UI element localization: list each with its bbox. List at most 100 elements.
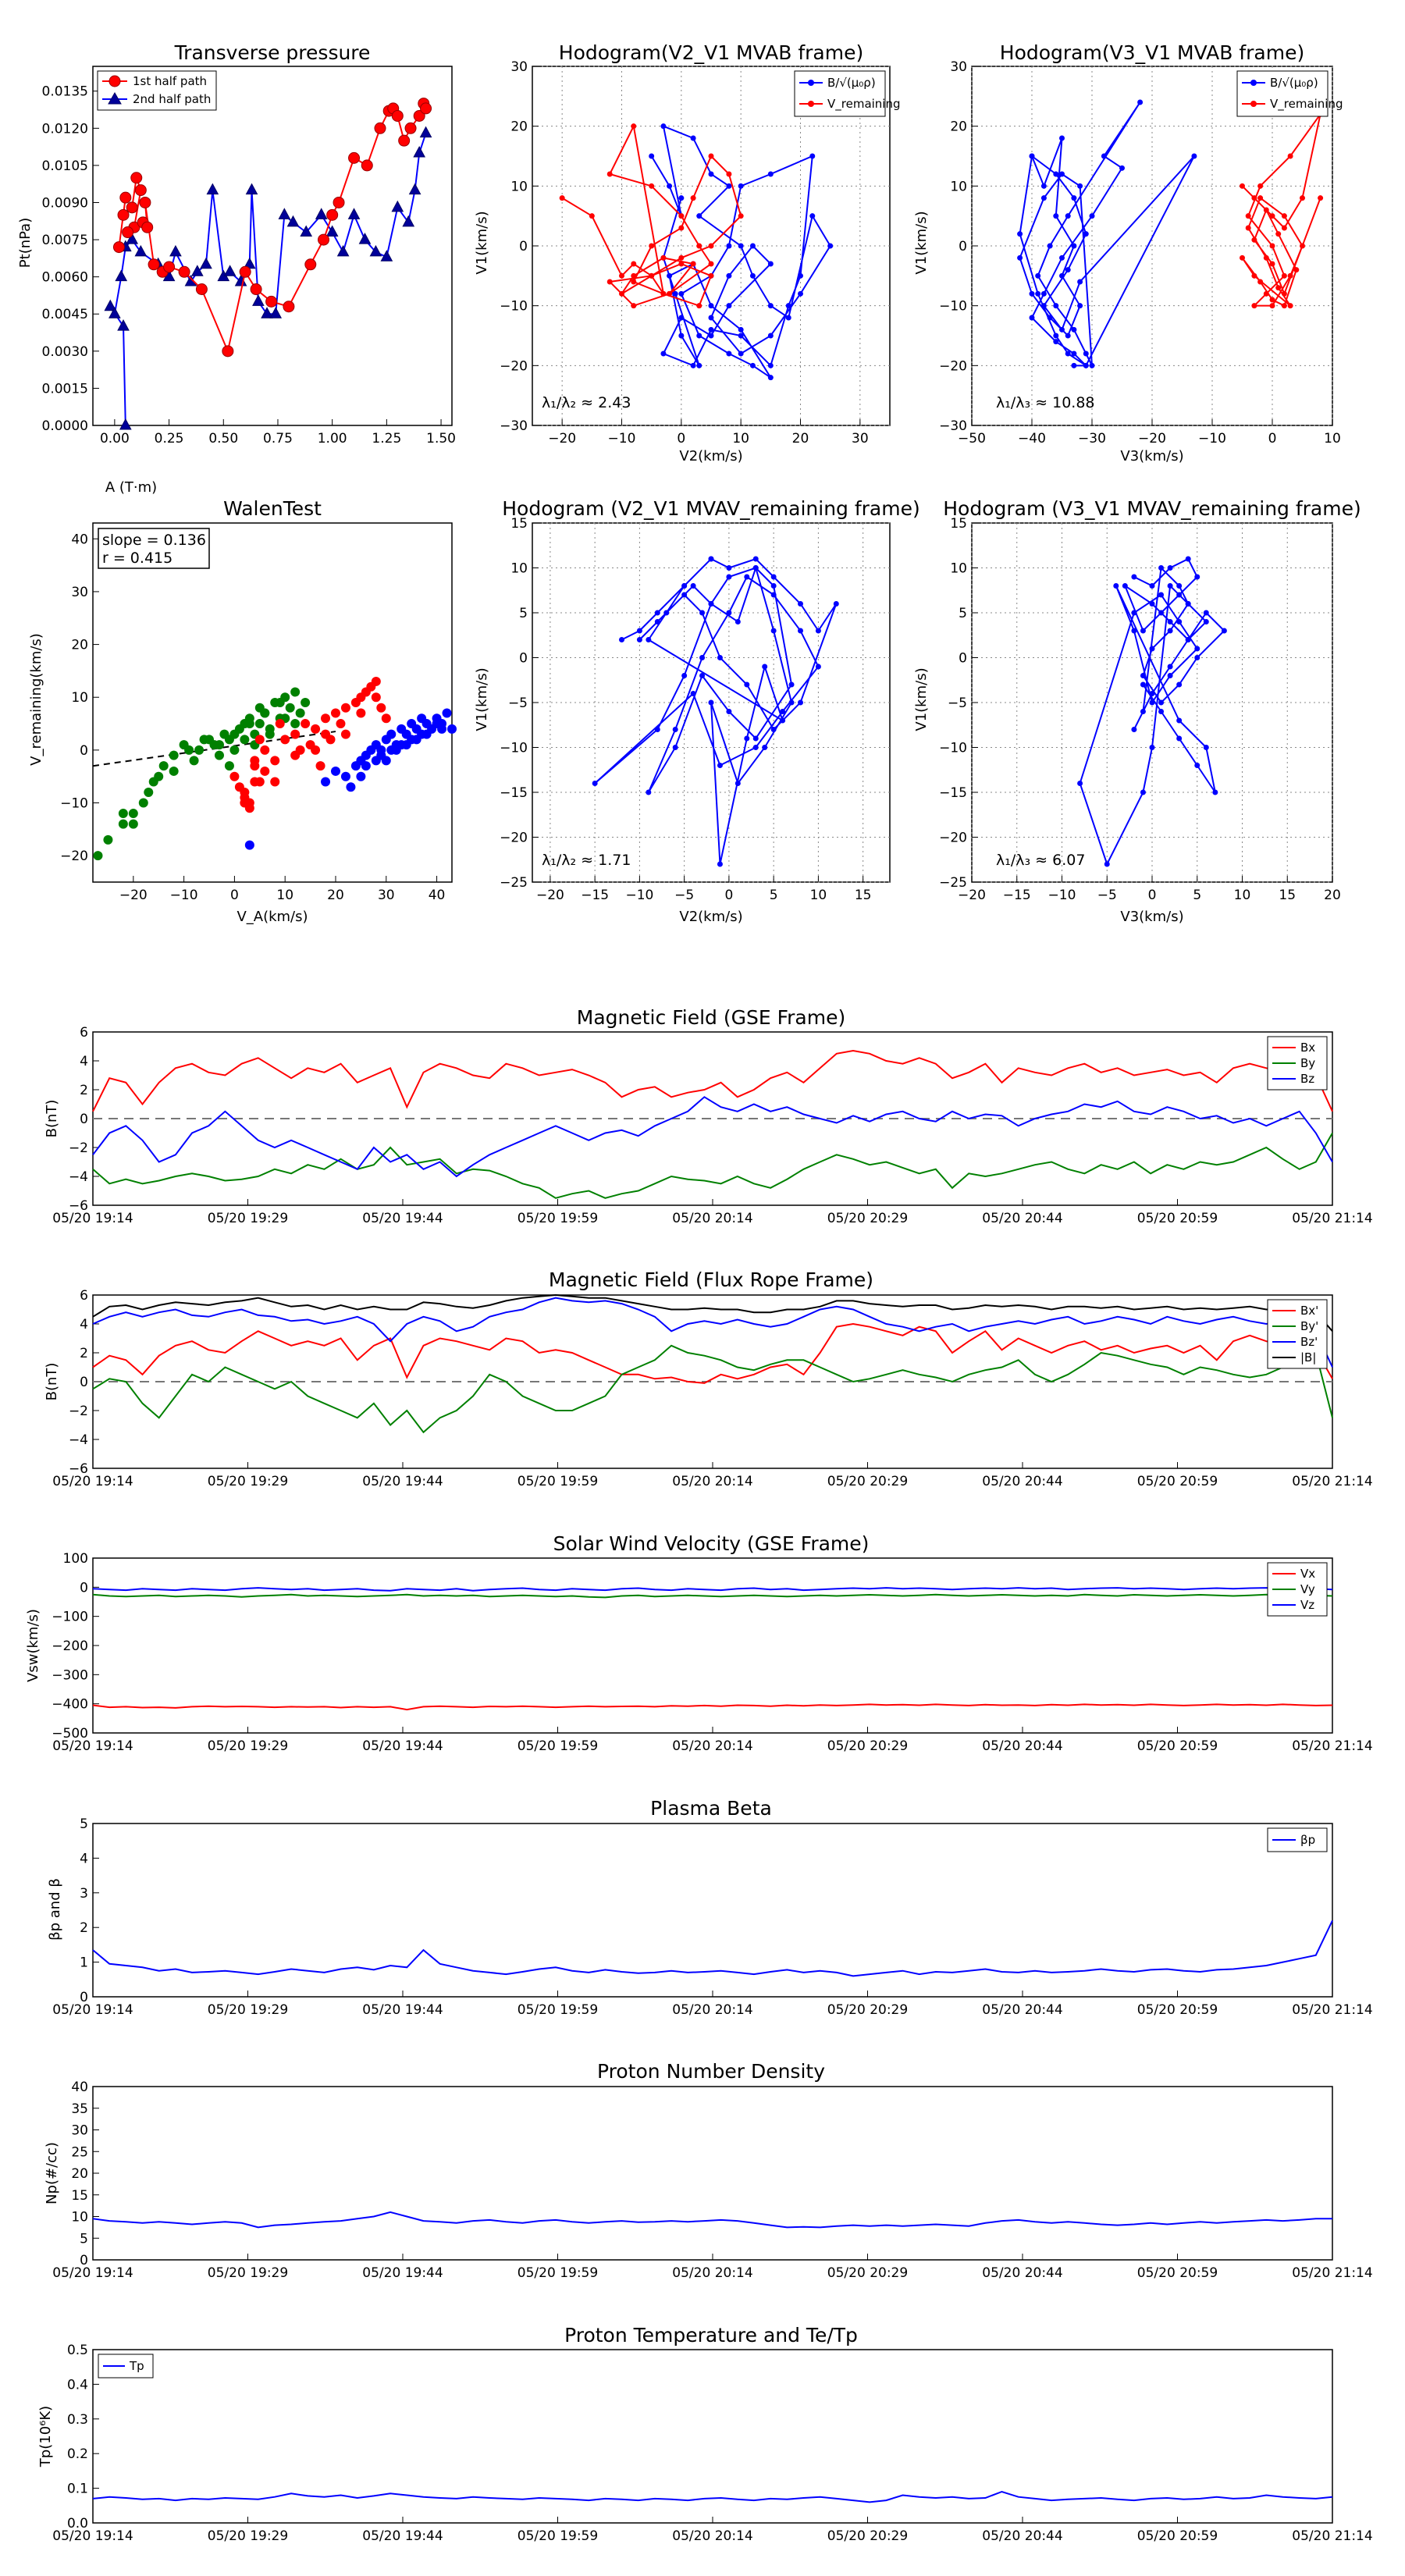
- hodogram-point: [1287, 303, 1293, 309]
- data-point-blue: [442, 708, 452, 718]
- data-marks: [1017, 99, 1324, 368]
- panel-title: Plasma Beta: [650, 1797, 772, 1820]
- x-tick-label: 05/20 19:29: [208, 1738, 288, 1754]
- hodogram-point: [767, 362, 774, 368]
- hodogram-point: [1029, 153, 1035, 159]
- hodogram-point: [738, 350, 744, 357]
- x-tick-label: 05/20 19:44: [362, 2528, 443, 2544]
- y-tick-label: 0: [519, 239, 528, 254]
- data-point-2nd-half: [115, 269, 128, 282]
- hodogram-point: [678, 290, 685, 297]
- hodogram-point: [744, 681, 750, 688]
- x-tick-label: 05/20 19:59: [518, 2002, 598, 2018]
- hodogram-point: [660, 123, 667, 130]
- data-point-blue: [447, 724, 457, 734]
- hodogram-point: [1140, 673, 1146, 678]
- x-tick-label: 1.25: [372, 431, 401, 447]
- data-point-2nd-half: [300, 225, 313, 237]
- y-tick-label: −10: [939, 299, 967, 315]
- x-tick-label: 05/20 19:29: [208, 1474, 288, 1489]
- hodogram-point: [1176, 619, 1183, 624]
- data-point-green: [118, 819, 128, 829]
- hodogram-point: [798, 699, 803, 706]
- x-tick-label: 5: [770, 888, 778, 903]
- hodogram-point: [1269, 303, 1275, 309]
- hodogram-point: [1287, 272, 1293, 279]
- x-tick-label: 5: [1193, 888, 1201, 903]
- x-tick-label: 05/20 19:29: [208, 2002, 288, 2018]
- data-point-2nd-half: [358, 233, 372, 244]
- x-tick-label: 05/20 20:44: [982, 2528, 1062, 2544]
- x-ticks: −20 −10 0 10 20 30: [548, 66, 869, 447]
- data-point-red: [260, 745, 270, 755]
- y-tick-label: −10: [500, 741, 528, 756]
- y-tick-label: 15: [510, 516, 528, 532]
- y-tick-label: 2: [80, 1920, 88, 1936]
- hodogram-point: [1047, 315, 1053, 321]
- x-tick-label: 05/20 21:14: [1292, 1738, 1372, 1754]
- data-point-1st-half: [265, 295, 278, 308]
- x-tick-label: 05/20 20:29: [827, 1738, 908, 1754]
- x-ticks: −20 −10 0 10 20 30 40: [119, 876, 445, 903]
- data-point-1st-half: [374, 122, 386, 134]
- data-point-red: [234, 782, 244, 792]
- x-tick-label: −30: [1078, 431, 1106, 447]
- y-tick-label: −15: [500, 785, 528, 801]
- y-tick-label: 35: [71, 2101, 88, 2117]
- hodogram-point: [1257, 183, 1264, 189]
- data-point-2nd-half: [252, 294, 265, 306]
- hodogram-point: [1047, 243, 1053, 249]
- data-point-2nd-half: [325, 225, 339, 237]
- data-point-red: [250, 756, 260, 766]
- data-point-green: [214, 750, 224, 760]
- data-point-2nd-half: [413, 145, 426, 158]
- data-point-red: [371, 676, 381, 686]
- data-marks: [92, 1920, 1333, 1977]
- hodogram-point: [1167, 583, 1173, 589]
- y-tick-label: 30: [71, 2123, 88, 2139]
- data-point-green: [194, 745, 205, 755]
- panel-proton-temperature: Proton Temperature and Te/Tp Tp(10⁶K) 05…: [37, 2324, 1373, 2544]
- hodogram-point: [1149, 699, 1155, 706]
- y-tick-label: −20: [939, 358, 967, 374]
- hodogram-point: [708, 699, 714, 706]
- x-tick-label: 05/20 21:14: [1292, 1211, 1372, 1226]
- data-point-green: [158, 761, 169, 771]
- hodogram-point: [654, 619, 660, 624]
- hodogram-point: [696, 333, 702, 339]
- hodogram-point: [649, 153, 655, 159]
- y-tick-label: 20: [950, 119, 967, 135]
- data-point-1st-half: [318, 233, 330, 246]
- data-point-green: [285, 703, 295, 713]
- hodogram-point: [1017, 231, 1023, 237]
- hodogram-line: [561, 123, 742, 307]
- data-point-2nd-half: [206, 183, 219, 195]
- hodogram-point: [619, 637, 624, 642]
- hodogram-point: [1071, 195, 1077, 201]
- hodogram-point: [788, 681, 795, 688]
- hodogram-point: [1065, 267, 1071, 273]
- y-tick-label: 0.0000: [42, 418, 88, 434]
- hodogram-point: [767, 261, 774, 267]
- hodogram-point: [672, 745, 678, 750]
- x-tick-label: 05/20 19:59: [518, 1211, 598, 1226]
- y-tick-label: −10: [939, 741, 967, 756]
- hodogram-point: [738, 183, 744, 189]
- hodogram-point: [1203, 610, 1209, 616]
- series-line-Vx: [92, 1703, 1333, 1711]
- data-point-red: [325, 735, 336, 745]
- x-tick-label: 05/20 19:14: [52, 2528, 133, 2544]
- hodogram-point: [726, 565, 732, 571]
- series-line-Vz: [92, 1587, 1333, 1592]
- hodogram-point: [1176, 583, 1183, 589]
- y-tick-label: −6: [69, 1461, 88, 1477]
- correlation-text: r = 0.415: [102, 550, 173, 567]
- data-point-red: [321, 713, 331, 724]
- data-point-blue: [321, 777, 331, 787]
- x-tick-label: 05/20 20:14: [672, 2528, 752, 2544]
- hodogram-point: [1167, 664, 1173, 670]
- data-point-red: [381, 713, 391, 724]
- y-tick-label: −20: [939, 831, 967, 846]
- legend-label: |B|: [1300, 1350, 1316, 1364]
- hodogram-point: [809, 213, 816, 219]
